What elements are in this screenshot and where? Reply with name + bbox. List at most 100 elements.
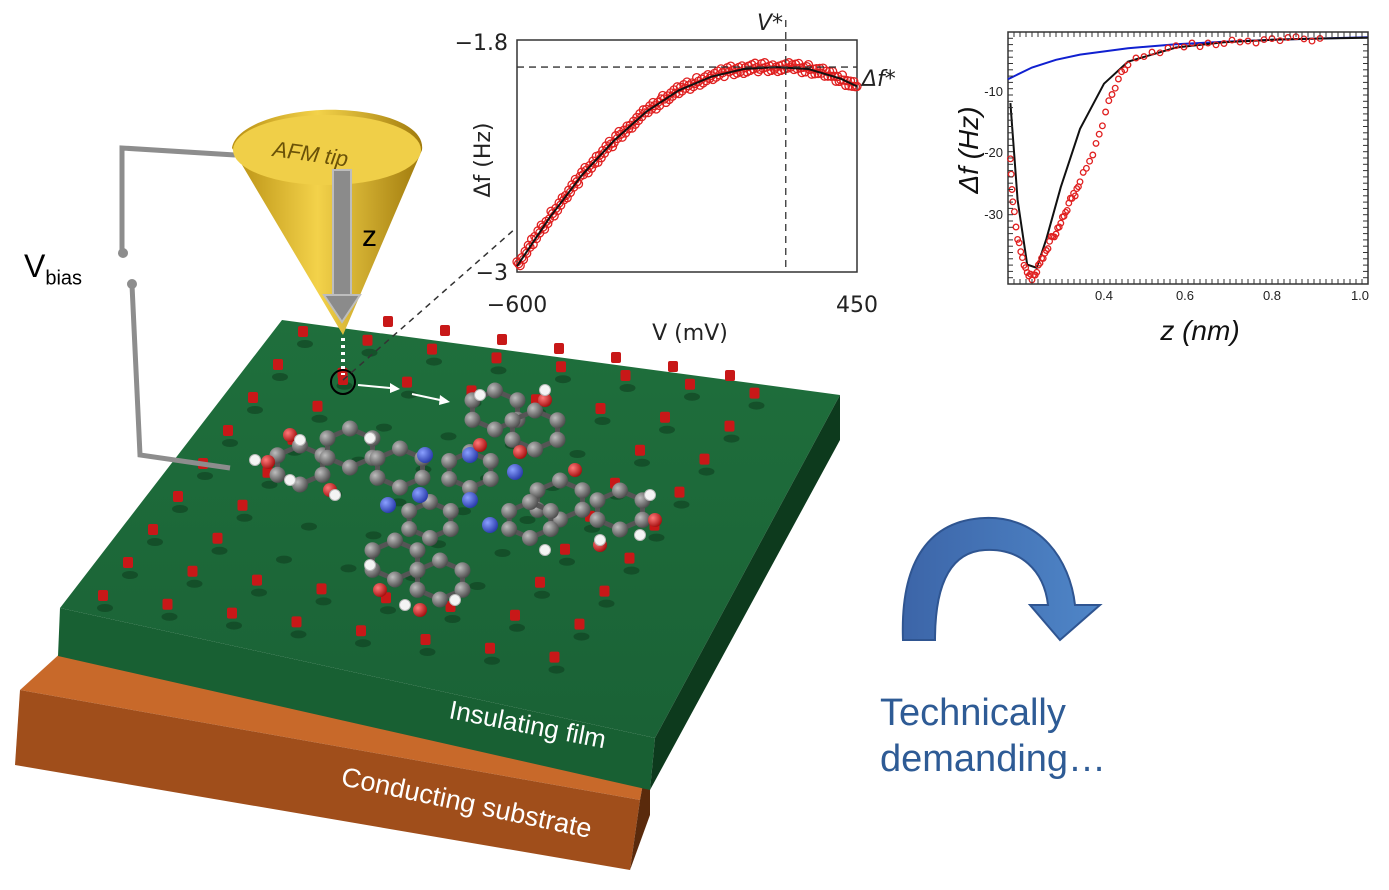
carbon-atom (442, 503, 459, 519)
adatom-shadow (222, 439, 238, 447)
data-point (1034, 261, 1042, 269)
data-point (1204, 39, 1212, 47)
adatom (624, 552, 635, 564)
adatom-shadow (161, 612, 178, 621)
adatom-shadow (261, 480, 278, 489)
carbon-atom (549, 431, 566, 448)
terminal-icon (127, 279, 137, 289)
adatom-shadow (297, 340, 313, 348)
adatom (556, 361, 566, 373)
adatom (312, 400, 323, 412)
chart-distance-spectroscopy: -10 -20 -30 0.4 0.6 0.8 1.0 z (nm) Δf (H… (953, 31, 1369, 346)
carbon-atom (292, 476, 308, 493)
adatom (535, 576, 545, 588)
adatom-shadow (211, 546, 228, 555)
carbon-atom (409, 562, 426, 579)
adatom-shadow (290, 630, 307, 639)
hydrogen-atom (284, 474, 296, 486)
data-point (1220, 40, 1228, 47)
adatom-shadow (748, 401, 765, 410)
data-point (839, 75, 849, 85)
adatom-shadow (380, 606, 396, 615)
adatom-shadow (226, 621, 242, 630)
adatom (560, 543, 570, 555)
data-point (1212, 41, 1220, 49)
carbon-atom (454, 562, 471, 579)
oxygen-atom (283, 428, 297, 442)
data-point (1164, 44, 1172, 52)
plot-frame (516, 39, 858, 273)
data-point (1062, 208, 1070, 216)
hydrogen-atom (539, 544, 551, 556)
adatom-shadow (469, 582, 486, 590)
data-point (1140, 53, 1148, 61)
data-point (1089, 151, 1097, 159)
adatom-shadow (673, 500, 690, 509)
data-point (1057, 219, 1065, 227)
data-point (1015, 239, 1023, 247)
carbon-atom (501, 521, 518, 537)
carbon-atom (542, 521, 559, 537)
data-point (819, 71, 830, 81)
data-point (1124, 61, 1132, 69)
series-line (1009, 36, 1369, 270)
adatom-shadow (684, 392, 700, 401)
y-tick-label: −1.8 (455, 31, 508, 56)
data-point (1260, 36, 1268, 44)
adatom-shadow (555, 375, 571, 384)
afm-tip-top (233, 115, 421, 185)
oxygen-atom (373, 583, 387, 597)
adatom (252, 574, 262, 586)
carbon-atom (529, 482, 546, 499)
nitrogen-atom (507, 464, 523, 480)
z-arrow-shaft (332, 169, 352, 296)
note-line-1: Technically (880, 692, 1066, 734)
data-point (1228, 36, 1236, 44)
adatom (660, 411, 670, 423)
adatom (173, 491, 183, 502)
film-front (58, 608, 655, 790)
data-point (1060, 212, 1068, 220)
carbon-atom (441, 471, 458, 487)
data-point (1055, 223, 1063, 231)
adatom-shadow (455, 507, 471, 516)
probed-adatom-ring (330, 369, 356, 395)
dfstar-label: Δf* (860, 67, 896, 92)
nitrogen-atom (417, 447, 433, 463)
carbon-atom (527, 402, 543, 419)
adatom-shadow (484, 656, 500, 665)
data-point (1111, 84, 1119, 92)
hydrogen-atom (594, 534, 606, 546)
data-point (1044, 245, 1052, 253)
carbon-atom (522, 494, 538, 510)
adatom (635, 444, 645, 456)
data-point (588, 156, 598, 166)
adatom-shadow (573, 632, 590, 641)
data-point (1156, 49, 1164, 57)
oxygen-atom (261, 455, 275, 469)
adatom (223, 425, 233, 436)
data-point (1308, 37, 1316, 45)
adatom (595, 403, 606, 414)
adatom (685, 378, 695, 390)
molecule (249, 382, 662, 617)
adatom (212, 532, 223, 544)
carbon-atom (387, 571, 403, 588)
data-point (1012, 223, 1020, 231)
adatom-shadow (186, 579, 203, 588)
carbon-atom (441, 453, 458, 469)
data-point (671, 88, 681, 98)
fit-line (516, 66, 858, 267)
data-point (1042, 247, 1050, 254)
data-point (1033, 268, 1041, 276)
adatom-shadow (276, 555, 292, 564)
adatom (148, 524, 158, 535)
adatom-shadow (598, 599, 615, 608)
adatom (187, 565, 198, 577)
adatom-shadow (698, 467, 715, 476)
data-point (1276, 37, 1284, 45)
carbon-atom (462, 480, 478, 496)
adatom (427, 343, 437, 355)
adatom-shadow (619, 384, 636, 392)
data-point (719, 71, 729, 82)
